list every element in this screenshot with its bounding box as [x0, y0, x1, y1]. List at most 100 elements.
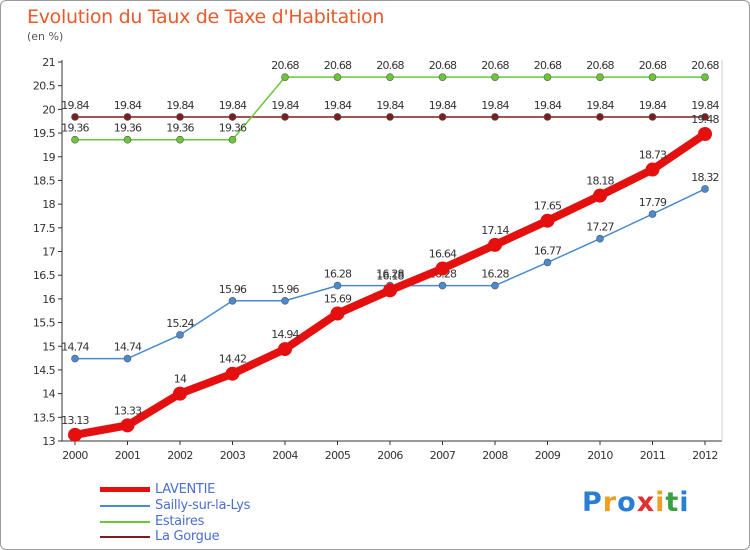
legend-item-estaires: Estaires	[100, 514, 300, 530]
x-tick-label: 2010	[587, 449, 613, 462]
legend-swatch-estaires	[100, 521, 150, 523]
data-point	[438, 113, 447, 121]
data-point	[438, 281, 447, 290]
data-label: 19.84	[429, 99, 457, 112]
data-point	[71, 113, 79, 121]
legend-label-laventie: LAVENTIE	[155, 482, 216, 497]
data-point	[176, 113, 184, 121]
data-label: 16.28	[324, 268, 352, 281]
y-tick-label: 17	[42, 246, 55, 259]
data-point	[648, 210, 657, 218]
data-label: 16.77	[534, 244, 562, 257]
y-tick-label: 19	[42, 151, 55, 164]
data-point	[491, 113, 499, 121]
data-point	[123, 135, 132, 144]
x-tick-label: 2007	[430, 449, 456, 462]
y-tick-label: 18.5	[33, 174, 56, 187]
data-point	[333, 73, 342, 81]
y-tick-label: 14	[42, 388, 55, 401]
x-tick-label: 2012	[692, 449, 718, 462]
logo-letter: r	[602, 487, 618, 518]
y-tick-label: 13.5	[33, 411, 56, 424]
data-label: 15.96	[271, 283, 299, 296]
legend-item-sailly: Sailly-sur-la-Lys	[100, 498, 300, 514]
legend-label-estaires: Estaires	[155, 514, 205, 529]
data-label: 20.68	[691, 59, 719, 72]
data-label: 14	[174, 373, 187, 386]
data-label: 20.68	[429, 59, 457, 72]
data-point	[278, 342, 292, 357]
proxiti-logo: Proxiti	[582, 487, 690, 518]
data-label: 20.68	[534, 59, 562, 72]
data-label: 14.42	[219, 353, 247, 366]
data-label: 18.18	[586, 175, 614, 188]
data-label: 16.18	[376, 269, 404, 282]
logo-letter: o	[617, 487, 637, 518]
data-point	[120, 418, 135, 433]
data-label: 20.68	[639, 59, 667, 72]
data-point	[438, 73, 447, 81]
data-point	[491, 73, 499, 81]
y-tick-label: 14.5	[33, 364, 56, 377]
logo-letter: x	[636, 487, 656, 518]
data-label: 16.28	[481, 268, 509, 281]
data-label: 19.84	[639, 99, 667, 112]
data-label: 19.84	[166, 99, 194, 112]
data-point	[228, 113, 237, 121]
data-label: 16.64	[429, 248, 457, 261]
chart-title: Evolution du Taux de Taxe d'Habitation	[27, 6, 385, 28]
logo-letter: P	[582, 487, 603, 518]
unit-label: (en %)	[27, 30, 64, 43]
data-point	[71, 354, 79, 363]
data-label: 15.69	[324, 293, 352, 306]
data-point	[491, 281, 499, 290]
data-label: 15.96	[219, 283, 247, 296]
x-tick-label: 2008	[482, 449, 508, 462]
data-point	[68, 427, 82, 442]
data-label: 13.33	[114, 404, 142, 417]
data-label: 19.84	[114, 99, 142, 112]
x-tick-label: 2005	[325, 449, 351, 462]
data-point	[701, 185, 709, 193]
y-tick-label: 20.5	[33, 80, 56, 93]
data-label: 13.13	[61, 414, 89, 427]
data-label: 14.74	[114, 341, 142, 354]
data-point	[333, 113, 342, 121]
data-point	[701, 73, 709, 81]
x-tick-label: 2004	[272, 449, 298, 462]
data-point	[596, 234, 604, 243]
data-label: 17.79	[639, 196, 667, 209]
data-point	[596, 73, 604, 81]
data-label: 17.27	[586, 221, 614, 234]
x-tick-label: 2003	[220, 449, 246, 462]
data-label: 19.84	[61, 99, 89, 112]
data-label: 19.36	[61, 122, 89, 135]
logo-letter: i	[679, 487, 690, 518]
data-point	[543, 113, 552, 121]
data-point	[701, 113, 709, 121]
data-label: 20.68	[586, 59, 614, 72]
data-point	[698, 127, 712, 142]
y-tick-label: 16	[42, 293, 55, 306]
data-label: 19.36	[166, 122, 194, 135]
x-tick-label: 2001	[115, 449, 141, 462]
data-label: 19.84	[534, 99, 562, 112]
y-tick-label: 15	[42, 340, 55, 353]
x-tick-label: 2006	[377, 449, 403, 462]
data-label: 20.68	[481, 59, 509, 72]
data-point	[383, 283, 397, 298]
data-label: 18.32	[691, 171, 719, 184]
data-point	[71, 135, 79, 144]
y-tick-label: 19.5	[33, 127, 56, 140]
data-label: 19.84	[691, 99, 719, 112]
x-tick-label: 2011	[640, 449, 666, 462]
data-point	[543, 73, 552, 81]
y-tick-label: 18	[42, 198, 55, 211]
data-label: 14.74	[61, 341, 89, 354]
data-label: 18.73	[639, 149, 667, 162]
data-point	[435, 261, 450, 276]
data-point	[488, 237, 502, 252]
data-label: 19.36	[114, 122, 142, 135]
data-label: 17.65	[534, 200, 562, 213]
